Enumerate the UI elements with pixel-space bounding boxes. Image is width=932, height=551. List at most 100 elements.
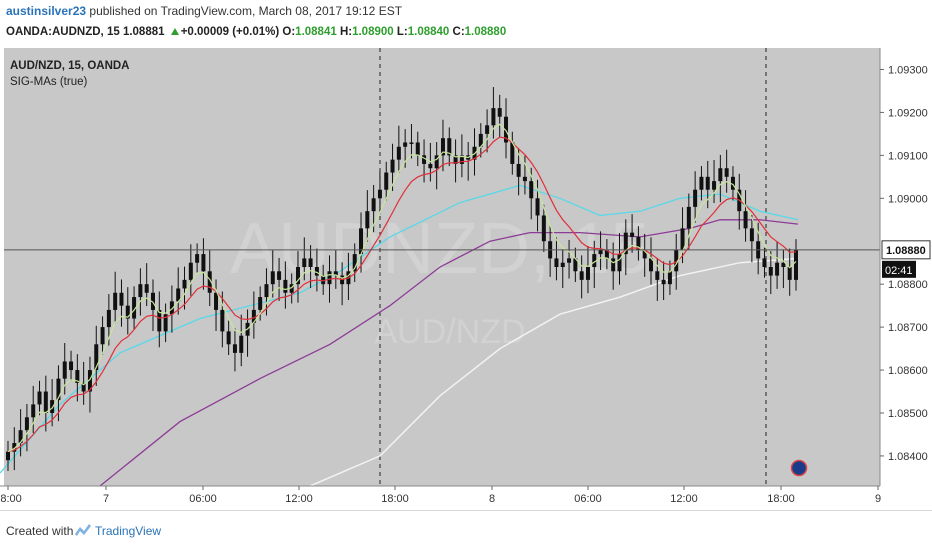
candle-body (220, 309, 225, 332)
candle-body (661, 279, 666, 285)
candle-body (680, 228, 685, 250)
candle-body (365, 211, 370, 229)
candle-body (712, 181, 717, 190)
event-flag-icon (790, 459, 808, 477)
candle-body (169, 301, 174, 315)
y-tick-label: 1.09100 (888, 150, 928, 162)
candle-body (775, 262, 780, 276)
candle-body (277, 271, 282, 280)
x-tick-label: 06:00 (574, 493, 602, 505)
candle-body (176, 288, 181, 302)
candle-body (31, 404, 36, 418)
candle-body (94, 344, 99, 371)
candle-body (150, 292, 155, 310)
candle-body (308, 258, 313, 267)
tradingview-link[interactable]: TradingView (95, 524, 162, 538)
ma-purple-line (99, 219, 799, 487)
candle-body (195, 254, 200, 263)
candle-body (491, 108, 496, 126)
x-tick-label: 18:00 (0, 493, 22, 505)
candle-body (226, 331, 231, 345)
candle-body (12, 443, 17, 452)
candle-body (642, 249, 647, 259)
y-tick-label: 1.08500 (888, 408, 928, 420)
ohlc-line: OANDA:AUDNZD, 15 1.08881 +0.00009 (+0.01… (6, 26, 507, 38)
candle-body (440, 138, 445, 156)
countdown-tag-label: 02:41 (885, 265, 913, 277)
last-price-tag-label: 1.08880 (886, 245, 926, 257)
candle-body (459, 155, 464, 164)
candle-body (371, 198, 376, 212)
candle-body (75, 370, 80, 383)
candle-body (390, 159, 395, 173)
candle-body (377, 189, 382, 199)
candle-body (579, 271, 584, 280)
candle-body (630, 232, 635, 237)
candle-body (699, 176, 704, 190)
candle-body (434, 155, 439, 169)
y-tick-label: 1.09000 (888, 193, 928, 205)
candle-body (251, 309, 256, 323)
footer: Created with TradingView (0, 510, 932, 551)
candle-body (409, 142, 414, 144)
candle-body (617, 254, 622, 272)
candle-body (768, 267, 773, 276)
candle-body (37, 391, 42, 405)
candle-body (447, 138, 452, 156)
tradingview-logo-icon (75, 524, 91, 536)
time-axis-background (0, 486, 932, 510)
candle-body (81, 382, 86, 392)
candle-body (144, 284, 149, 293)
plot-background (4, 48, 880, 486)
candle-body (119, 292, 124, 306)
candle-body (69, 361, 74, 371)
candle-body (415, 142, 420, 156)
ma-cyan-line (0, 184, 799, 474)
candle-body (649, 258, 654, 272)
candle-body (87, 370, 92, 392)
last-price-tag (881, 240, 931, 260)
candle-body (535, 198, 540, 216)
candle-body (623, 232, 628, 255)
candle-body (163, 314, 168, 332)
open-label: O: (282, 26, 296, 38)
candle-body (207, 271, 212, 293)
symbol-label: OANDA:AUDNZD (6, 26, 101, 38)
candle-body (705, 176, 710, 190)
candle-body (239, 335, 244, 353)
close-label: C: (452, 26, 465, 38)
candle-body (478, 133, 483, 147)
candle-body (598, 249, 603, 255)
candle-body (636, 236, 641, 250)
legend-indicator[interactable]: SIG-MAs (true) (10, 76, 88, 88)
interval-label: 15 (106, 26, 120, 38)
chart-area[interactable]: AUDNZD, 15 AUD/NZD 1.08400 1.08500 1.08600 1.… (0, 48, 932, 510)
candle-body (504, 116, 509, 143)
candle-body (214, 292, 219, 310)
candle-body (321, 275, 326, 285)
candle-body (655, 271, 660, 280)
candle-body (132, 297, 137, 319)
price-chart[interactable]: AUDNZD, 15AUD/NZD1.084001.085001.086001.… (0, 48, 932, 510)
candle-body (6, 451, 10, 461)
author-link[interactable]: austinsilver23 (6, 4, 87, 18)
candle-body (359, 228, 364, 255)
candle-body (585, 267, 590, 280)
candle-body (781, 262, 786, 267)
candle-body (743, 211, 748, 229)
candle-body (106, 309, 111, 328)
candle-body (529, 181, 534, 199)
candle-body (295, 267, 300, 285)
candle-body (182, 279, 187, 289)
high-label: H: (339, 26, 353, 38)
candle-body (686, 206, 691, 229)
x-tick-label: 18:00 (381, 493, 409, 505)
candle-body (43, 391, 48, 413)
candle-body (62, 361, 67, 379)
candle-body (516, 163, 521, 177)
countdown-tag (882, 260, 916, 278)
x-tick-label: 7 (103, 493, 109, 505)
legend-title: AUD/NZD, 15, OANDA (10, 60, 130, 72)
candle-body (283, 279, 288, 293)
x-tick-label: 18:00 (767, 493, 795, 505)
